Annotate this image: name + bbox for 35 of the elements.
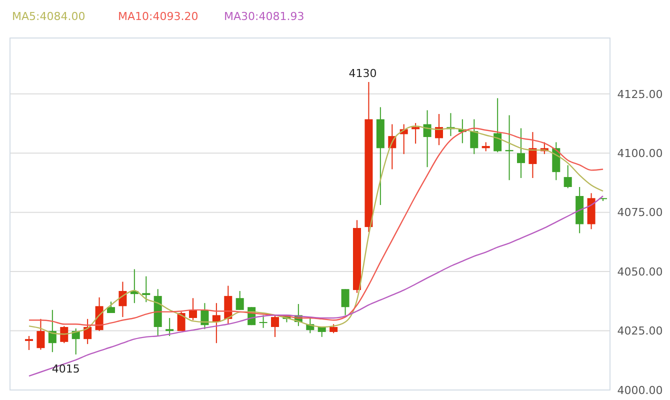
y-tick-label: 4000.00 (617, 384, 663, 397)
y-tick-label: 4075.00 (617, 206, 663, 220)
candlestick (494, 98, 502, 153)
candlestick (60, 326, 68, 344)
candlestick (341, 288, 350, 316)
candlestick (271, 314, 279, 338)
candlestick (118, 281, 127, 318)
annotation: 4015 (52, 362, 80, 376)
annotation: 4130 (348, 67, 377, 80)
candlestick (212, 302, 220, 344)
candlestick (25, 335, 33, 350)
text: MA5:4084.00 (12, 10, 86, 23)
candlestick (330, 324, 338, 334)
line-series (28, 195, 604, 377)
candlestick (224, 285, 232, 325)
candlestick (189, 298, 197, 321)
candlestick (482, 142, 490, 152)
y-tick-label: 4125.00 (617, 88, 663, 101)
candlestick (564, 164, 572, 189)
candlestick (84, 318, 92, 345)
text: MA30:4081.93 (224, 10, 304, 23)
candlestick (166, 317, 174, 336)
candlestick (236, 290, 244, 310)
candlestick (36, 318, 45, 350)
y-tick-label: 4100.00 (617, 146, 663, 160)
y-tick-label: 4050.00 (617, 265, 663, 278)
candlestick (142, 276, 150, 303)
candlestick (470, 118, 478, 155)
y-tick-label: 4025.00 (617, 324, 663, 338)
candlestick (423, 110, 432, 168)
candlestick (528, 132, 537, 178)
candlestick (259, 314, 268, 328)
text: MA10:4093.20 (118, 10, 198, 23)
candlestick (412, 122, 420, 144)
candlestick (517, 128, 525, 178)
